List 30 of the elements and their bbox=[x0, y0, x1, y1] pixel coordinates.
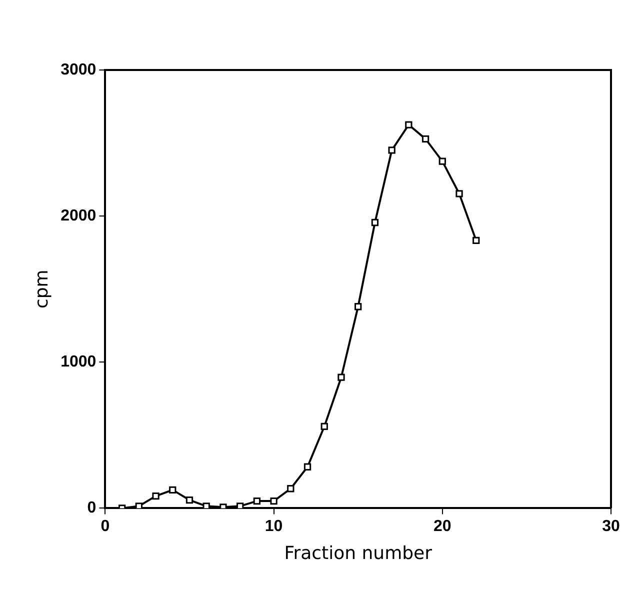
point bbox=[388, 146, 396, 154]
point bbox=[456, 190, 463, 198]
point bbox=[169, 486, 176, 494]
point bbox=[253, 497, 261, 505]
point bbox=[422, 135, 430, 143]
x-axis-title: Fraction number bbox=[284, 542, 433, 564]
x-tick-label: 30 bbox=[602, 518, 620, 536]
point bbox=[287, 485, 294, 492]
y-tick-label: 0 bbox=[87, 500, 96, 517]
x-tick-label: 10 bbox=[264, 518, 283, 536]
point bbox=[371, 218, 379, 226]
point bbox=[135, 502, 142, 508]
point bbox=[152, 492, 160, 500]
point bbox=[472, 236, 480, 244]
y-tick-label: 1000 bbox=[60, 354, 96, 371]
point bbox=[438, 158, 446, 165]
point bbox=[354, 303, 362, 310]
x-tick-label: 0 bbox=[100, 518, 110, 536]
point bbox=[338, 374, 345, 381]
y-axis-title: cpm bbox=[31, 270, 52, 309]
point bbox=[405, 121, 412, 128]
x-tick-label: 20 bbox=[434, 518, 452, 536]
point bbox=[186, 496, 194, 504]
point bbox=[236, 502, 244, 508]
point bbox=[304, 463, 312, 470]
point bbox=[202, 502, 210, 508]
point bbox=[270, 497, 278, 505]
point bbox=[320, 422, 328, 430]
y-tick-label: 3000 bbox=[60, 61, 96, 78]
y-tick-label: 2000 bbox=[60, 207, 96, 224]
